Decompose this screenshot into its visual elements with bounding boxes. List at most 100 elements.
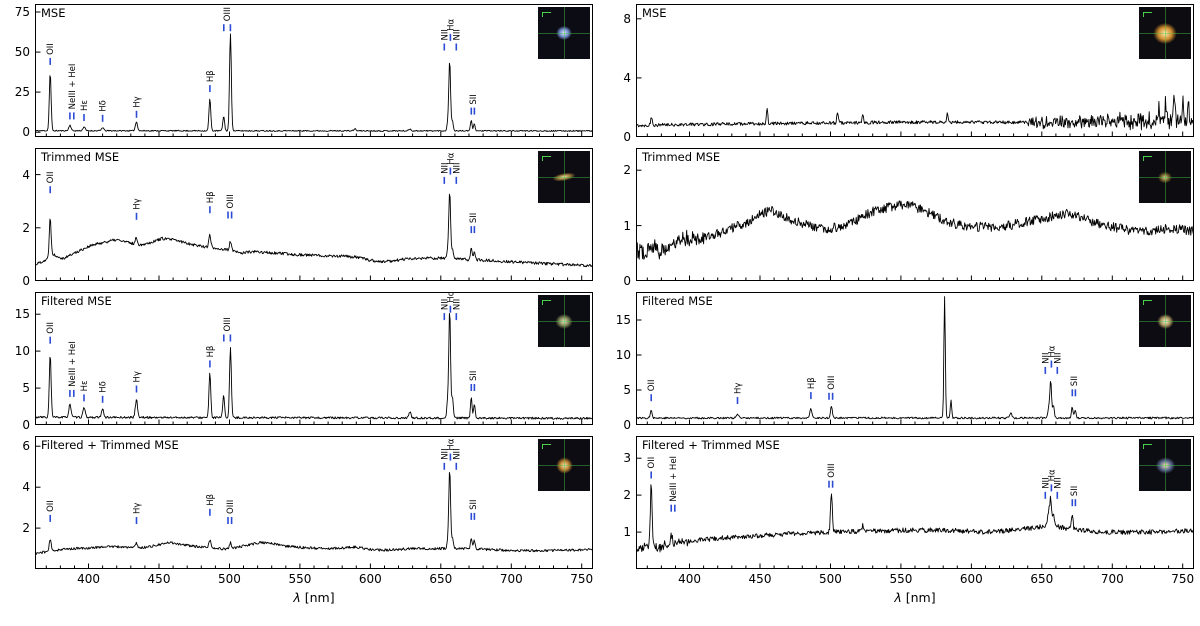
y-tick-label: 15 <box>615 313 631 327</box>
inset-crosshair-horizontal <box>538 177 590 178</box>
inset-galaxy-blob <box>553 311 575 331</box>
inset-crosshair-horizontal <box>1139 465 1191 466</box>
x-tick-label: 500 <box>819 572 842 586</box>
panel-title: Filtered MSE <box>642 294 713 308</box>
x-axis: 400 450 500 550 600 650 700 750 <box>35 572 593 590</box>
spectrum-line <box>636 94 1194 131</box>
y-axis-gutter: 0 5 10 15 <box>603 292 636 432</box>
annotation-label: OIII <box>226 194 236 208</box>
annotation-label: Hγ <box>133 371 143 382</box>
y-tick-label: 15 <box>14 307 30 322</box>
galaxy-inset <box>1139 151 1191 203</box>
inset-galaxy-blob <box>1154 311 1176 331</box>
annotation-label: OIII <box>223 7 233 21</box>
x-tick-label: 400 <box>77 572 100 586</box>
x-tick-label: 550 <box>288 572 312 586</box>
inset-galaxy-blob <box>554 24 574 42</box>
plot-frame <box>636 292 1194 425</box>
inset-crosshair-vertical <box>1165 439 1166 491</box>
spectrum-line <box>35 33 593 132</box>
y-axis-gutter: 0 25 50 75 <box>2 4 35 140</box>
annotation-label: NII <box>452 163 462 174</box>
spectrum-svg <box>636 148 1194 281</box>
annotation-label: Hα <box>446 152 456 164</box>
column-left: 0 25 50 75 OII NeIII + HeI Hε Hδ Hγ Hβ OIII NII Hα NI… <box>2 4 593 626</box>
spectrum-line <box>35 313 593 420</box>
annotation-label: Hα <box>446 438 456 450</box>
inset-crosshair-vertical <box>1165 295 1166 347</box>
inset-scalebar <box>542 444 543 449</box>
annotation-label: OII <box>46 500 56 512</box>
spectrum-panel: 0 5 10 15 OII Hγ Hβ OIII NII Hα NII SII Filtered MSE <box>603 292 1194 432</box>
annotation-label: NeIII + HeI <box>669 456 679 502</box>
x-tick-label: 600 <box>959 572 983 586</box>
annotation-label: OII <box>46 171 56 183</box>
inset-crosshair-horizontal <box>538 33 590 34</box>
x-tick-label: 450 <box>748 572 772 586</box>
galaxy-inset <box>1139 295 1191 347</box>
inset-crosshair-vertical <box>564 295 565 347</box>
y-tick-label: 0 <box>623 130 631 144</box>
inset-crosshair-horizontal <box>538 465 590 466</box>
annotation-label: NeIII + HeI <box>68 64 78 110</box>
spectrum-panel: 2 4 6 OII Hγ Hβ OIII NII Hα NII SII Filtered + Trim… <box>2 436 593 569</box>
spectrum-panel: 0 25 50 75 OII NeIII + HeI Hε Hδ Hγ Hβ OIII NII Hα NI… <box>2 4 593 140</box>
x-tick-label: 750 <box>1171 572 1195 586</box>
annotation-label: Hα <box>446 292 456 303</box>
x-tick-label: 450 <box>147 572 171 586</box>
spectrum-svg <box>636 4 1194 137</box>
galaxy-inset <box>1139 439 1191 491</box>
y-tick-label: 5 <box>623 383 631 397</box>
y-tick-label: 2 <box>623 163 631 178</box>
inset-galaxy-blob <box>553 454 575 476</box>
x-tick-label: 700 <box>1100 572 1124 586</box>
y-tick-label: 0 <box>22 418 30 432</box>
panel-title: Filtered + Trimmed MSE <box>41 438 179 452</box>
plot-area: OII NeIII + HeI OIII NII Hα NII SII Filtered + … <box>636 436 1194 569</box>
plot-frame <box>35 436 593 569</box>
y-tick-label: 0 <box>22 125 30 140</box>
spectrum-panel: 1 2 3 OII NeIII + HeI OIII NII Hα NII SII Filtered… <box>603 436 1194 569</box>
panel-title: Trimmed MSE <box>41 150 120 164</box>
inset-crosshair-vertical <box>564 439 565 491</box>
plot-frame <box>636 436 1194 569</box>
annotation-label: Hβ <box>206 494 216 506</box>
spectrum-panel: 0 5 10 15 OII NeIII + HeI Hε Hδ Hγ Hβ OIII NII Hα NII… <box>2 292 593 432</box>
unit-text: [nm] <box>300 590 335 605</box>
inset-scalebar <box>542 156 551 157</box>
inset-crosshair-vertical <box>564 7 565 59</box>
annotation-label: Hγ <box>133 503 143 514</box>
panel-title: Filtered + Trimmed MSE <box>642 438 780 452</box>
annotation-label: NII <box>452 299 462 310</box>
annotation-label: NeIII + HeI <box>68 341 78 387</box>
panel-title: MSE <box>642 6 667 20</box>
y-tick-label: 2 <box>22 220 30 235</box>
inset-scalebar <box>1143 156 1144 161</box>
annotation-label: NII <box>452 29 462 40</box>
inset-scalebar <box>542 300 543 305</box>
plot-area: OII NeIII + HeI Hε Hδ Hγ Hβ OIII NII Hα NII SII Fil… <box>35 292 593 425</box>
annotation-label: Hγ <box>133 96 143 107</box>
inset-scalebar <box>1143 12 1144 17</box>
inset-scalebar <box>542 444 551 445</box>
y-axis-gutter: 0 2 4 <box>2 148 35 288</box>
annotation-label: Hε <box>80 100 90 111</box>
y-tick-label: 75 <box>14 5 30 19</box>
x-tick-label: 500 <box>218 572 241 586</box>
y-tick-label: 5 <box>22 381 30 396</box>
y-tick-label: 50 <box>14 45 30 60</box>
annotation-label: NII <box>452 448 462 459</box>
y-tick-label: 2 <box>623 488 631 503</box>
annotation-label: SII <box>1070 376 1080 386</box>
inset-crosshair-horizontal <box>1139 321 1191 322</box>
x-tick-label: 550 <box>889 572 913 586</box>
inset-crosshair-vertical <box>1165 151 1166 203</box>
inset-galaxy-blob <box>1156 169 1174 185</box>
panel-title: MSE <box>41 6 66 20</box>
plot-frame <box>636 4 1194 137</box>
y-axis-gutter: 0 4 8 <box>603 4 636 144</box>
